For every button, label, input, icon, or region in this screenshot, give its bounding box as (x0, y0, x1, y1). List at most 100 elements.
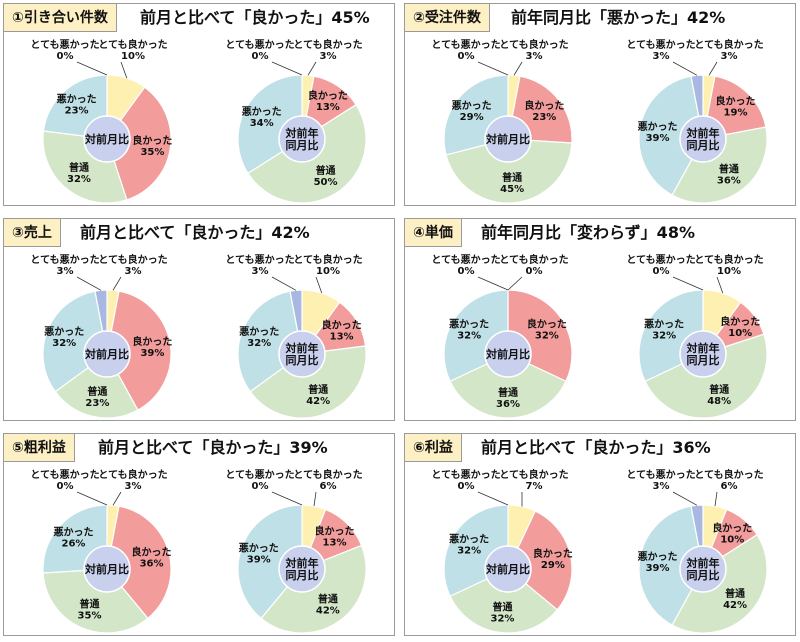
leader-line (76, 276, 102, 291)
panel-headline: 前月と比べて「良かった」36% (481, 438, 711, 457)
label-very-good: とても良かった 3% (98, 468, 167, 492)
pie-slice-bad (237, 290, 303, 393)
pie-center (278, 330, 326, 378)
pie-center-label: 対前月比 (485, 347, 530, 361)
pie-center-label: 対前年同月比 (686, 126, 720, 152)
leader-line (271, 61, 303, 76)
label-very-bad: とても悪かった 3% (225, 254, 294, 277)
pie-group: 対前月比 とても良かった 7%とても悪かった 0% 良かった 29% 普通 32% 悪かった 32… (431, 468, 768, 634)
label-very-good: とても良かった 3% (98, 253, 167, 277)
leader-line (672, 61, 698, 76)
pie-slice-normal (671, 126, 768, 204)
panel-header: ①引き合い件数 前月と比べて「良かった」45% (4, 4, 394, 34)
label-normal: 普通 42% (316, 593, 340, 617)
panel-headline: 前年同月比「悪かった」42% (511, 8, 726, 27)
label-very-bad: とても悪かった 0% (431, 469, 500, 492)
pie-center (484, 330, 532, 378)
panel-tag: ②受注件数 (405, 4, 490, 32)
label-good: 良かった 32% (527, 317, 567, 341)
pie-slice-bad (42, 290, 108, 393)
leader-line (313, 491, 317, 507)
panel-header: ④単価 前年同月比「変わらず」48% (405, 219, 795, 249)
label-very-bad: とても悪かった 3% (626, 39, 695, 62)
panel-header: ②受注件数 前年同月比「悪かった」42% (405, 4, 795, 34)
label-bad: 悪かった 39% (239, 542, 279, 565)
label-very-bad: とても悪かった 0% (431, 39, 500, 62)
panel-sales: ③売上 前月と比べて「良かった」42% 対前月比 とても良かった 3% とても悪かった… (3, 218, 395, 421)
pie-center (83, 545, 131, 593)
label-very-good: とても良かった 10% (293, 253, 362, 277)
label-normal: 普通 36% (496, 386, 520, 410)
pie-center (278, 545, 326, 593)
pie-slice-normal (449, 353, 567, 419)
leader-line (477, 61, 509, 76)
panel-tag: ④単価 (405, 219, 462, 247)
leader-line (112, 276, 122, 291)
label-very-bad: とても悪かった 3% (626, 469, 695, 492)
pie-center (278, 115, 326, 163)
pie-center-label: 対前年同月比 (285, 126, 319, 152)
panel-profit: ⑥利益 前月と比べて「良かった」36% 対前月比 とても良かった 7% とても悪かった… (404, 433, 796, 636)
label-normal: 普通 32% (491, 601, 515, 625)
label-very-good: とても良かった 3% (499, 38, 568, 62)
pie-slice-normal (42, 568, 149, 634)
pie-center-label: 対前年同月比 (686, 556, 720, 582)
label-very-bad: とても悪かった 0% (225, 469, 294, 492)
label-very-good: とても良かった 6% (293, 468, 362, 492)
label-good: 良かった 13% (322, 319, 362, 343)
label-good: 良かった 13% (308, 89, 348, 113)
leader-line (507, 276, 523, 291)
label-bad: 悪かった 26% (53, 527, 93, 550)
leader-line (307, 61, 317, 76)
leader-line (271, 276, 297, 291)
label-good: 良かった 13% (315, 524, 355, 548)
label-bad: 悪かった 23% (57, 93, 97, 116)
label-normal: 普通 48% (707, 383, 731, 407)
leader-line (672, 276, 704, 291)
pie-center (83, 115, 131, 163)
leader-line (76, 61, 108, 76)
pie-slice-normal (445, 138, 573, 204)
label-normal: 普通 50% (314, 164, 338, 188)
label-very-bad: とても悪かった 0% (626, 254, 695, 277)
label-normal: 普通 32% (67, 161, 91, 185)
pie-center-label: 対前年同月比 (285, 556, 319, 582)
pie-slice-bad (237, 504, 303, 620)
label-very-bad: とても悪かった 0% (431, 254, 500, 277)
label-bad: 悪かった 39% (638, 551, 678, 574)
leader-line (477, 276, 509, 291)
label-good: 良かった 23% (524, 99, 564, 123)
leader-line (271, 491, 303, 506)
label-normal: 普通 42% (306, 383, 330, 407)
leader-line (716, 276, 724, 294)
label-very-good: とても良かった 3% (694, 38, 763, 62)
pie-center (679, 545, 727, 593)
label-good: 良かった 10% (720, 315, 760, 339)
leader-line (315, 276, 323, 294)
leader-line (708, 61, 718, 76)
label-very-good: とても良かった 0% (499, 253, 568, 277)
panel-inquiries: ①引き合い件数 前月と比べて「良かった」45% 対前月比 とても良かった 10% とて… (3, 3, 395, 206)
pie-slice-bad (638, 75, 704, 196)
pie-center-label: 対前月比 (84, 132, 129, 146)
pie-center-label: 対前月比 (84, 347, 129, 361)
panel-tag: ⑥利益 (405, 434, 462, 462)
panel-orders: ②受注件数 前年同月比「悪かった」42% 対前月比 とても良かった 3% とても悪かっ… (404, 3, 796, 206)
panel-headline: 前月と比べて「良かった」42% (80, 223, 310, 242)
pie-slice-normal (249, 345, 367, 419)
label-normal: 普通 23% (85, 385, 109, 409)
label-normal: 普通 45% (500, 171, 524, 195)
label-bad: 悪かった 29% (452, 100, 492, 123)
leader-line (76, 491, 108, 506)
label-very-good: とても良かった 7% (499, 468, 568, 492)
pie-slice-good (106, 290, 172, 411)
pie-slice-good (106, 505, 172, 620)
panel-tag: ①引き合い件数 (4, 4, 117, 32)
label-bad: 悪かった 32% (449, 533, 489, 556)
panel-headline: 前月と比べて「良かった」45% (140, 8, 370, 27)
pie-slice-bad (638, 505, 704, 626)
pie-center-label: 対前月比 (84, 562, 129, 576)
label-very-bad: とても悪かった 0% (225, 39, 294, 62)
